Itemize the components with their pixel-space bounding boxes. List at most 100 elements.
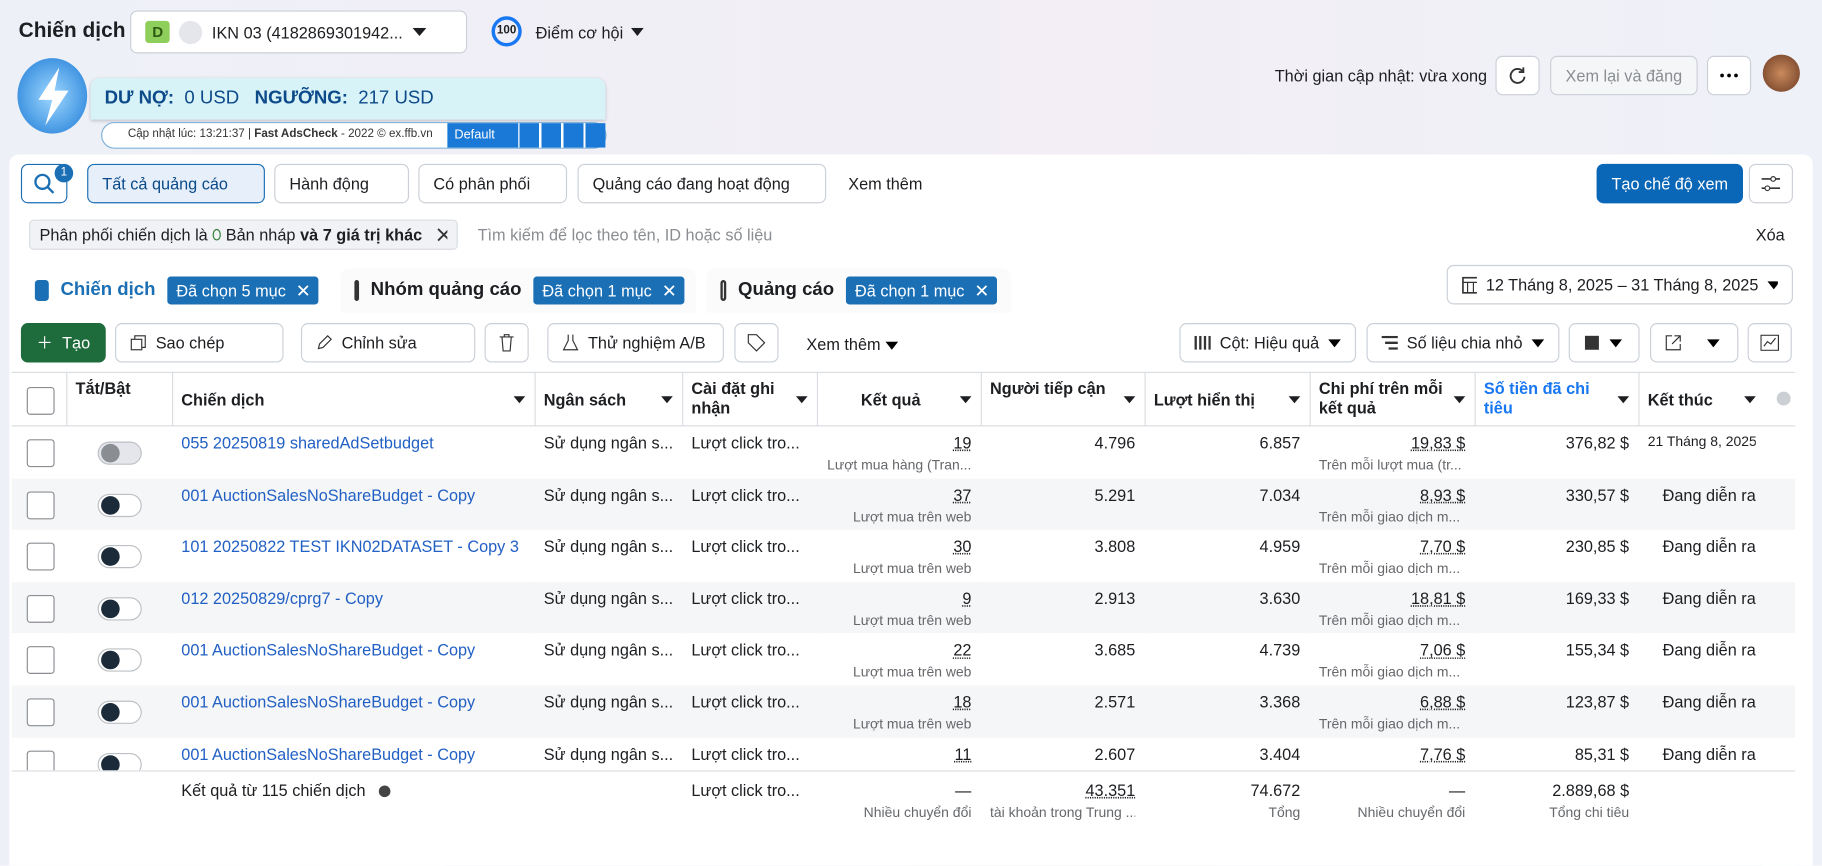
column-menu[interactable]	[1453, 396, 1466, 404]
impressions: 3.404	[1259, 744, 1301, 763]
export-button[interactable]	[1650, 323, 1739, 363]
date-range[interactable]: 12 Tháng 8, 2025 – 31 Tháng 8, 2025	[1446, 264, 1793, 305]
column-menu[interactable]	[1123, 396, 1136, 404]
campaign-name[interactable]: 001 AuctionSalesNoShareBudget - Copy	[181, 692, 476, 712]
tab[interactable]: Nhóm quảng cáo Đã chọn 1 mục	[340, 268, 697, 313]
remove[interactable]	[297, 281, 309, 300]
account-selector[interactable]: D IKN 03 (4182869301942...	[130, 10, 468, 54]
table-row[interactable]: 055 20250819 sharedAdSetbudget Sử dụng ng…	[11, 426, 1796, 479]
copy-button[interactable]: Sao chép	[115, 323, 284, 363]
more-actions[interactable]: Xem thêm	[806, 335, 898, 353]
edit-button[interactable]: Chỉnh sửa	[300, 323, 476, 363]
toggle[interactable]	[97, 597, 142, 621]
column-header[interactable]: Kết thúc	[1647, 389, 1713, 409]
ab-test-button[interactable]: Thử nghiệm A/B	[547, 323, 724, 363]
remove[interactable]	[976, 281, 988, 300]
row-checkbox[interactable]	[26, 594, 55, 623]
table-row[interactable]: 001 AuctionSalesNoShareBudget - Copy Sử d…	[11, 737, 1796, 771]
create-view[interactable]: Tạo chế độ xem	[1596, 163, 1743, 204]
toggle[interactable]	[97, 752, 142, 771]
column-menu[interactable]	[1617, 396, 1630, 404]
review-button[interactable]: Xem lại và đăng	[1550, 55, 1698, 96]
settings-button[interactable]	[1748, 163, 1793, 204]
clear-button[interactable]: Xóa	[1755, 225, 1785, 245]
table-row[interactable]: 012 20250829/cprg7 - Copy Sử dụng ngân s.…	[11, 581, 1796, 634]
table-row[interactable]: 001 AuctionSalesNoShareBudget - Copy Sử d…	[11, 685, 1796, 738]
tab-selection[interactable]: Đã chọn 1 mục	[533, 276, 685, 305]
row-checkbox[interactable]	[26, 542, 55, 571]
tab[interactable]: Chiến dịch Đã chọn 5 mục	[20, 268, 333, 313]
add-column[interactable]	[1776, 391, 1791, 406]
filter-button[interactable]: Có phân phối	[418, 163, 568, 204]
create-button[interactable]: ＋ Tạo	[20, 323, 106, 363]
tab-selection[interactable]: Đã chọn 5 mục	[167, 276, 319, 305]
table-row[interactable]: 001 AuctionSalesNoShareBudget - Copy Sử d…	[11, 478, 1796, 531]
toggle[interactable]	[97, 545, 142, 569]
table-row[interactable]: 101 20250822 TEST IKN02DATASET - Copy 3 S…	[11, 530, 1796, 582]
extension-tools[interactable]	[519, 123, 606, 148]
opportunity[interactable]: Điểm cơ hội	[535, 23, 624, 42]
campaign-name[interactable]: 001 AuctionSalesNoShareBudget - Copy	[181, 485, 476, 504]
tag-button[interactable]	[734, 323, 779, 363]
chart-button[interactable]	[1747, 323, 1792, 363]
reach: 5.291	[1094, 485, 1136, 504]
attribution: Lượt click tro...	[691, 588, 800, 608]
header-checkbox[interactable]	[26, 386, 55, 415]
row-checkbox[interactable]	[26, 439, 55, 468]
extension-logo	[17, 58, 88, 134]
filter-chip[interactable]: Phân phối chiến dịch là Bản nháp và 7 giá …	[29, 219, 458, 250]
filter-button[interactable]: Xem thêm	[834, 164, 962, 204]
column-menu[interactable]	[1288, 396, 1301, 404]
row-checkbox[interactable]	[26, 698, 55, 727]
result-label: Lượt mua hàng (Tran...	[827, 456, 972, 473]
column-header[interactable]: Tắt/Bật	[75, 378, 131, 398]
column-menu[interactable]	[513, 396, 526, 404]
column-menu[interactable]	[795, 396, 808, 404]
remove[interactable]	[663, 281, 675, 300]
more-button[interactable]	[1706, 55, 1752, 96]
row-checkbox[interactable]	[26, 646, 55, 675]
search-input[interactable]: Tìm kiếm để lọc theo tên, ID hoặc số liệ…	[477, 225, 773, 245]
avatar[interactable]	[1762, 54, 1800, 92]
column-menu[interactable]	[661, 396, 673, 404]
column-header[interactable]: Cài đặt ghi nhận	[691, 378, 775, 418]
column-menu[interactable]	[1744, 396, 1756, 404]
refresh-button[interactable]	[1495, 55, 1540, 96]
info-icon[interactable]	[378, 785, 391, 798]
delete-button[interactable]	[484, 323, 529, 363]
toggle[interactable]	[97, 648, 142, 673]
filter-button[interactable]: Quảng cáo đang hoạt động	[577, 163, 827, 204]
row-checkbox[interactable]	[26, 750, 55, 771]
columns-button[interactable]: Cột: Hiệu quả	[1179, 323, 1357, 363]
cost: 19,83 $	[1410, 433, 1466, 453]
row-checkbox[interactable]	[26, 491, 55, 519]
preset-select[interactable]: Default	[447, 123, 519, 148]
filter-button[interactable]: Tất cả quảng cáo	[87, 163, 265, 204]
toggle[interactable]	[97, 700, 142, 724]
tab[interactable]: Quảng cáo Đã chọn 1 mục	[706, 268, 1011, 313]
breakdown-button[interactable]: Số liệu chia nhỏ	[1366, 323, 1560, 363]
filter-button[interactable]: Hành động	[274, 163, 410, 204]
toggle[interactable]	[97, 493, 142, 517]
column-header[interactable]: Số tiền đã chi tiêu	[1483, 378, 1590, 418]
reports-button[interactable]	[1568, 323, 1640, 363]
column-header[interactable]: Ngân sách	[543, 389, 627, 409]
column-header[interactable]: Chi phí trên mỗi kết quả	[1318, 378, 1443, 418]
tab-selection[interactable]: Đã chọn 1 mục	[845, 276, 997, 305]
column-menu[interactable]	[959, 396, 972, 404]
column-header[interactable]: Kết quả	[860, 389, 921, 409]
table-row[interactable]: 001 AuctionSalesNoShareBudget - Copy Sử d…	[11, 633, 1796, 686]
column-header[interactable]: Chiến dịch	[181, 389, 265, 409]
toggle-knob	[101, 495, 120, 515]
column-header[interactable]: Lượt hiển thị	[1153, 389, 1255, 409]
campaign-name[interactable]: 012 20250829/cprg7 - Copy	[181, 588, 383, 608]
reach: 2.571	[1094, 692, 1136, 712]
campaign-name[interactable]: 001 AuctionSalesNoShareBudget - Copy	[181, 744, 476, 763]
toggle[interactable]	[97, 441, 142, 465]
column-header[interactable]: Người tiếp cận	[990, 378, 1106, 398]
campaign-name[interactable]: 101 20250822 TEST IKN02DATASET - Copy 3	[181, 537, 519, 556]
campaign-name[interactable]: 055 20250819 sharedAdSetbudget	[181, 433, 434, 453]
footer-cost-label: Nhiều chuyển đổi	[1357, 804, 1466, 821]
campaign-name[interactable]: 001 AuctionSalesNoShareBudget - Copy	[181, 640, 476, 660]
